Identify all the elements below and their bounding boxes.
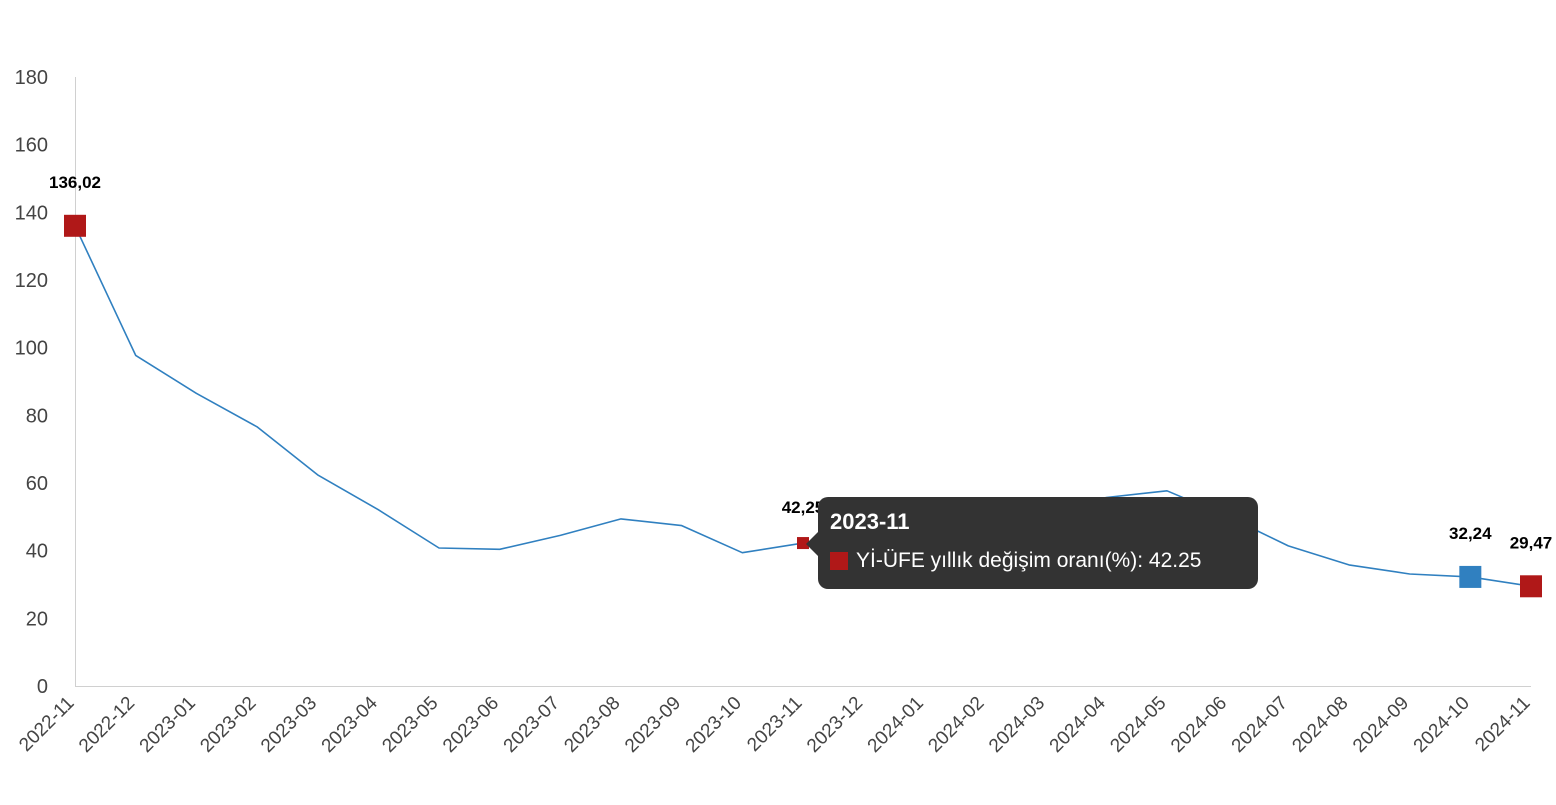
x-tick-label: 2024-10 xyxy=(1410,693,1474,757)
series-layer xyxy=(74,225,1532,588)
y-tick-label: 40 xyxy=(26,541,48,563)
data-point-marker[interactable] xyxy=(64,214,86,237)
x-tick-label: 2024-08 xyxy=(1288,693,1352,757)
tooltip: 2023-11 Yİ-ÜFE yıllık değişim oranı(%): … xyxy=(818,497,1258,589)
x-tick-label: 2023-06 xyxy=(439,693,503,757)
y-tick-label: 80 xyxy=(26,405,48,427)
data-point-marker[interactable] xyxy=(1459,565,1482,588)
x-tick-labels: 2022-112022-122023-012023-022023-032023-… xyxy=(15,692,1534,756)
x-tick-label: 2023-01 xyxy=(136,693,200,757)
x-tick-label: 2023-07 xyxy=(500,693,564,757)
data-label: 32,24 xyxy=(1449,524,1492,543)
x-tick-label: 2022-11 xyxy=(15,693,78,756)
y-tick-labels: 0 20 40 60 80 100 120 140 160 180 xyxy=(15,67,48,698)
tooltip-arrow xyxy=(806,532,818,556)
x-tick-label: 2024-05 xyxy=(1106,693,1170,757)
y-tick-label: 180 xyxy=(15,67,48,89)
tooltip-series-swatch xyxy=(830,552,848,570)
x-tick-label: 2024-06 xyxy=(1167,693,1231,757)
x-tick-label: 2023-03 xyxy=(257,693,321,757)
y-tick-label: 60 xyxy=(26,473,48,495)
series-line xyxy=(74,225,1532,588)
x-tick-label: 2023-02 xyxy=(196,693,260,757)
x-tick-label: 2023-10 xyxy=(682,693,746,757)
x-tick-label: 2023-11 xyxy=(743,693,806,756)
y-tick-label: 0 xyxy=(37,676,48,698)
x-tick-label: 2024-02 xyxy=(924,693,988,757)
data-point-marker[interactable] xyxy=(1520,575,1542,598)
x-tick-label: 2024-04 xyxy=(1046,692,1110,756)
data-markers xyxy=(64,214,1542,598)
x-tick-label: 2023-04 xyxy=(318,692,382,756)
x-tick-label: 2024-07 xyxy=(1228,693,1292,757)
y-tick-label: 140 xyxy=(15,202,48,224)
y-tick-label: 100 xyxy=(15,338,48,360)
data-label: 42,25 xyxy=(782,498,825,517)
x-tick-label: 2023-08 xyxy=(560,693,624,757)
x-tick-label: 2024-01 xyxy=(864,693,928,757)
x-tick-label: 2022-12 xyxy=(75,693,139,757)
x-tick-label: 2023-05 xyxy=(378,693,442,757)
x-tick-label: 2023-12 xyxy=(803,693,867,757)
axes xyxy=(75,77,1531,687)
tooltip-series-row: Yİ-ÜFE yıllık değişim oranı(%): 42.25 xyxy=(830,549,1246,573)
tooltip-series-value: Yİ-ÜFE yıllık değişim oranı(%): 42.25 xyxy=(856,549,1202,572)
y-tick-label: 120 xyxy=(15,270,48,292)
x-tick-label: 2024-09 xyxy=(1349,693,1413,757)
y-tick-label: 160 xyxy=(15,135,48,157)
x-tick-label: 2024-11 xyxy=(1471,693,1534,756)
tooltip-title: 2023-11 xyxy=(830,509,910,534)
data-label: 136,02 xyxy=(49,173,101,192)
y-tick-label: 20 xyxy=(26,608,48,630)
data-labels: 136,02 42,25 32,24 29,47 xyxy=(49,173,1552,552)
x-tick-label: 2023-09 xyxy=(621,693,685,757)
x-tick-label: 2024-03 xyxy=(985,693,1049,757)
data-label: 29,47 xyxy=(1510,533,1553,552)
